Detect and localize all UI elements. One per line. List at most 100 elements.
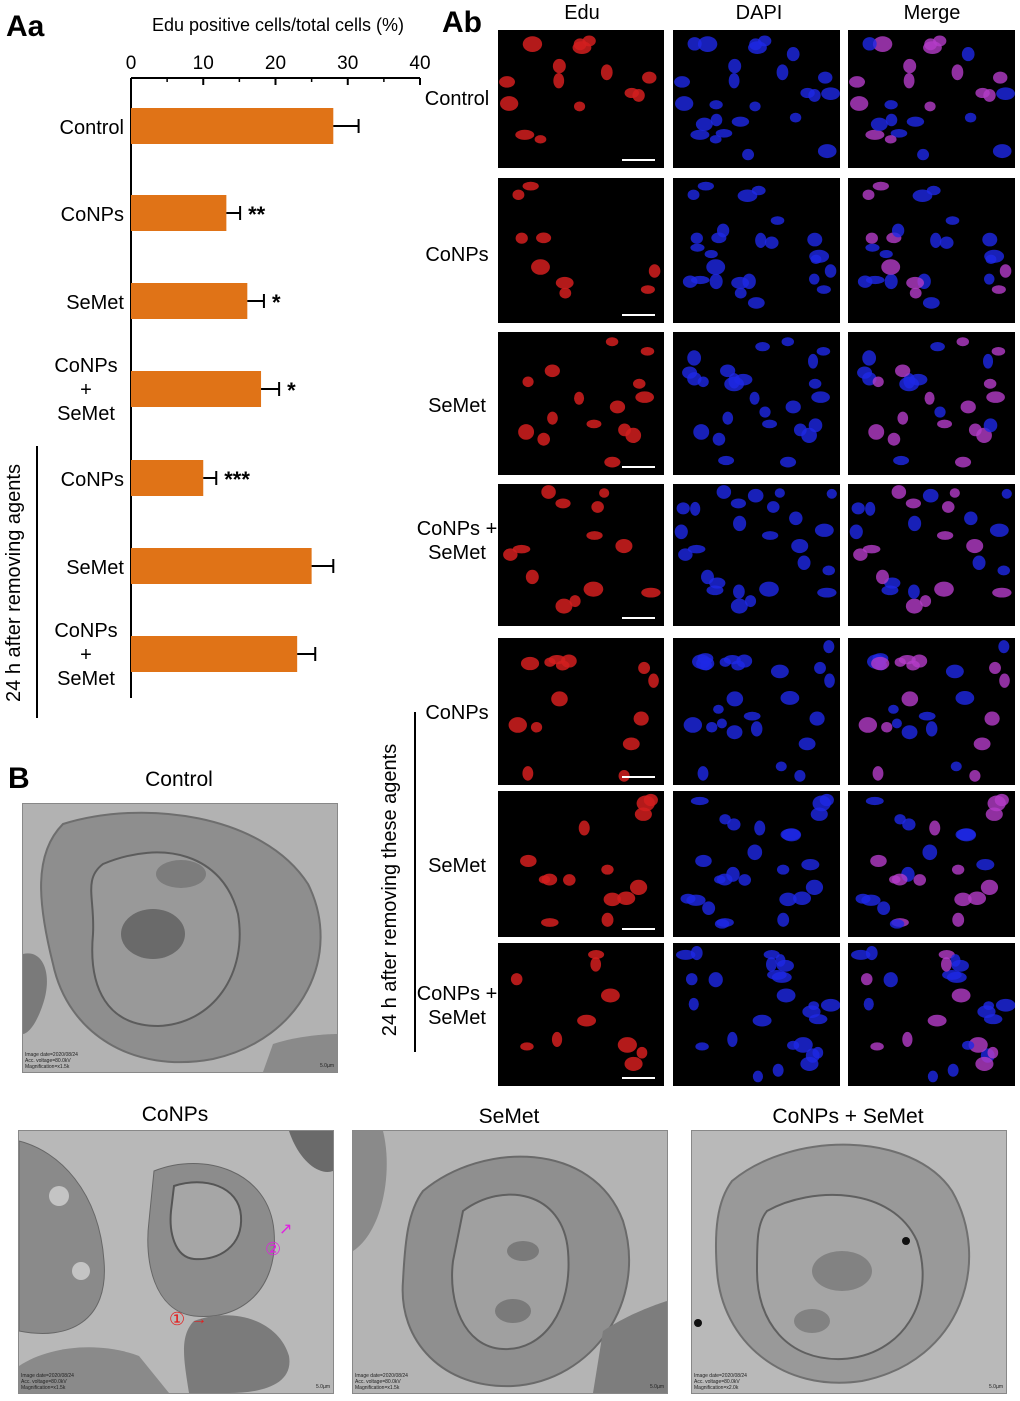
nucleus (787, 1040, 800, 1050)
nucleus (862, 350, 877, 366)
nucleus (560, 654, 577, 668)
nucleus (889, 875, 901, 884)
nucleus (937, 419, 953, 429)
nucleus (950, 761, 962, 772)
nucleus (989, 523, 1009, 537)
nucleus (569, 595, 581, 608)
nucleus (865, 501, 876, 516)
nucleus (695, 854, 712, 868)
nucleus (643, 793, 658, 807)
category-label: SeMet (57, 403, 115, 425)
nucleus (774, 488, 785, 498)
nucleus (805, 879, 824, 896)
micrograph-removed-conps-semet-merge (848, 943, 1015, 1086)
nucleus (577, 1014, 597, 1027)
nucleus (934, 581, 954, 597)
em-image-semet: Image date=2020/08/24 Acc. voltage=80.0k… (352, 1130, 668, 1394)
nucleus (764, 236, 779, 249)
nucleus (605, 337, 619, 347)
nucleus (583, 581, 604, 597)
nucleus (695, 117, 713, 131)
em-meta-line: Acc. voltage=80.0kV (694, 1379, 740, 1385)
micrograph-removed-conps-semet-dapi (673, 943, 840, 1086)
nucleus (814, 661, 826, 675)
nucleus (690, 275, 710, 285)
nucleus (520, 1042, 534, 1051)
nucleus (984, 711, 1000, 726)
nucleus (884, 273, 898, 290)
nucleus (994, 793, 1009, 807)
micrograph-nuclei (857, 337, 1006, 468)
nucleus (696, 656, 715, 671)
em-meta-semet: Image date=2020/08/24 Acc. voltage=80.0k… (355, 1373, 408, 1391)
nucleus (617, 891, 636, 906)
nucleus (633, 711, 649, 726)
nucleus (998, 640, 1010, 654)
nucleus (640, 285, 655, 294)
nucleus (797, 555, 811, 570)
micrograph-nuclei (499, 35, 657, 161)
nucleus (747, 297, 765, 309)
nucleus (588, 949, 605, 960)
nucleus (601, 864, 614, 875)
nucleus (537, 432, 550, 446)
nucleus (780, 456, 797, 468)
nucleus (865, 275, 885, 285)
nucleus (909, 287, 922, 299)
nucleus (952, 912, 965, 927)
nucleus (531, 259, 550, 275)
nucleus (908, 584, 920, 599)
nucleus (954, 892, 972, 907)
nucleus (615, 538, 633, 554)
nucleus (794, 769, 806, 782)
nucleus (749, 38, 762, 51)
nucleus (906, 276, 925, 289)
em-meta-line: Image date=2020/08/24 (694, 1373, 747, 1379)
nucleus (538, 875, 551, 884)
nucleus (553, 73, 565, 89)
nucleus (917, 148, 930, 161)
nucleus (522, 36, 543, 52)
category-label: CoNPs (61, 469, 124, 491)
nucleus (966, 538, 984, 554)
micrograph-nuclei (676, 945, 840, 1083)
nucleus (522, 181, 539, 191)
nucleus (902, 1031, 913, 1047)
bar (131, 283, 248, 319)
nucleus (625, 427, 642, 444)
nucleus (980, 879, 999, 896)
micrograph-control-dapi (673, 30, 840, 168)
x-tick-label: 0 (126, 53, 137, 74)
micrograph-control-merge (848, 30, 1015, 168)
x-tick-label: 30 (337, 53, 358, 74)
nucleus (791, 538, 809, 554)
micrograph-conps-merge (848, 178, 1015, 323)
nucleus (640, 347, 655, 356)
nucleus (642, 71, 657, 84)
nucleus (973, 737, 991, 751)
nucleus (924, 391, 935, 405)
category-label: CoNPs (54, 620, 117, 642)
nucleus (808, 378, 822, 389)
micrograph-semet-merge (848, 332, 1015, 475)
bars: ******* (131, 108, 360, 672)
nucleus (574, 391, 585, 405)
category-label: CoNPs (61, 204, 124, 226)
nucleus (870, 1042, 884, 1051)
nucleus (951, 988, 971, 1003)
nucleus (714, 875, 726, 884)
nucleus (968, 1037, 988, 1053)
nucleus (785, 400, 801, 414)
micrograph-nuclei (512, 181, 661, 316)
nucleus (750, 721, 763, 737)
column-head-merge: Merge (903, 2, 961, 24)
nucleus (544, 364, 560, 378)
nucleus (648, 673, 659, 688)
micrograph-nuclei (851, 945, 1015, 1083)
nucleus (985, 254, 997, 264)
nucleus (552, 58, 566, 74)
nucleus (996, 87, 1015, 101)
ab-group-line (414, 712, 416, 1052)
nucleus (817, 587, 837, 598)
nucleus (742, 148, 755, 161)
